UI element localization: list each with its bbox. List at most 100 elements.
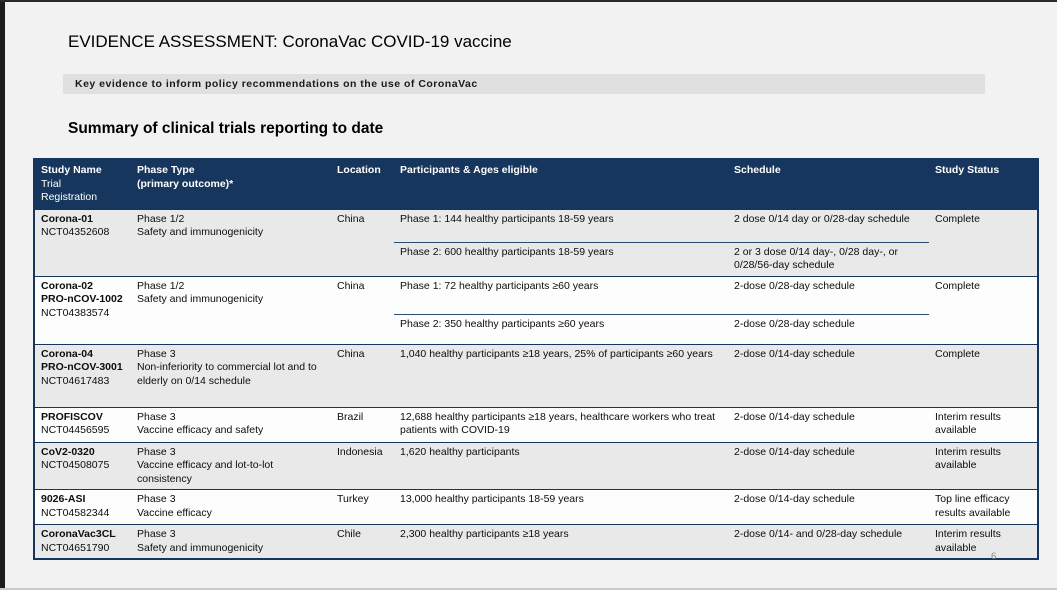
table-row: Corona-02 PRO-nCOV-1002 NCT04383574 Phase … xyxy=(34,275,1038,345)
cell-schedule: 2-dose 0/28-day schedule xyxy=(728,313,929,345)
trial-registration: NCT04617483 xyxy=(41,374,110,387)
cell-participants: 12,688 healthy participants ≥18 years, h… xyxy=(394,406,728,443)
slide-title: EVIDENCE ASSESSMENT: CoronaVac COVID-19 … xyxy=(68,32,512,51)
cell-location: China xyxy=(331,343,394,408)
cell-participants: Phase 1: 144 healthy participants 18-59 … xyxy=(394,208,728,243)
section-heading: Summary of clinical trials reporting to … xyxy=(68,120,384,137)
phase: Phase 1/2 xyxy=(137,279,185,292)
cell-location: Indonesia xyxy=(331,441,394,490)
trial-registration: NCT04352608 xyxy=(41,226,110,239)
table-row: Corona-01 NCT04352608 Phase 1/2 Safety and … xyxy=(34,208,1038,277)
subtitle-bar: Key evidence to inform policy recommenda… xyxy=(63,74,985,94)
cell-location: China xyxy=(331,275,394,345)
cell-participants: Phase 2: 600 healthy participants 18-59 … xyxy=(394,241,728,277)
table-row: 9026-ASI NCT04582344 Phase 3 Vaccine effica… xyxy=(34,489,1038,525)
cell-participants: 13,000 healthy participants 18-59 years xyxy=(394,489,728,525)
cell-phase-type: Phase 3 Safety and immunogenicity xyxy=(131,524,331,559)
cell-location: China xyxy=(331,208,394,277)
cell-schedule: 2-dose 0/14- and 0/28-day schedule xyxy=(728,524,929,559)
subtitle-text: Key evidence to inform policy recommenda… xyxy=(75,78,478,90)
header-study-status: Study Status xyxy=(929,159,1038,210)
cell-schedule: 2-dose 0/14-day schedule xyxy=(728,343,929,408)
phase: Phase 3 xyxy=(137,410,176,423)
cell-phase-type: Phase 3 Non-inferiority to commercial lot… xyxy=(131,343,331,408)
page-number: 6 xyxy=(991,551,997,562)
cell-participants: 1,620 healthy participants xyxy=(394,441,728,490)
cell-participants: 1,040 healthy participants ≥18 years, 25… xyxy=(394,343,728,408)
phase: Phase 3 xyxy=(137,528,176,541)
cell-study-name: CoV2-0320 NCT04508075 xyxy=(34,441,131,490)
cell-schedule: 2-dose 0/14-day schedule xyxy=(728,489,929,525)
primary-outcome: Safety and immunogenicity xyxy=(137,226,264,239)
study-name: PROFISCOV xyxy=(41,410,103,423)
trial-registration: NCT04582344 xyxy=(41,506,110,519)
trial-registration: NCT04383574 xyxy=(41,306,110,319)
table-sub-row: Phase 2: 600 healthy participants 18-59 … xyxy=(34,241,1038,277)
cell-study-name: 9026-ASI NCT04582344 xyxy=(34,489,131,525)
header-participants: Participants & Ages eligible xyxy=(394,159,728,210)
table-sub-row: Phase 2: 350 healthy participants ≥60 ye… xyxy=(34,313,1038,345)
primary-outcome: Vaccine efficacy and lot-to-lot consiste… xyxy=(137,459,274,485)
header-study-name: Study Name Trial Registration xyxy=(34,159,131,210)
phase: Phase 3 xyxy=(137,445,176,458)
cell-study-status: Complete xyxy=(929,208,1038,277)
cell-study-status: Complete xyxy=(929,275,1038,345)
cell-schedule: 2-dose 0/28-day schedule xyxy=(728,275,929,315)
cell-study-status: Interim results available xyxy=(929,406,1038,443)
cell-study-name: Corona-04 PRO-nCOV-3001 NCT04617483 xyxy=(34,343,131,408)
study-name: Corona-04 PRO-nCOV-3001 xyxy=(41,347,123,374)
study-name: CoV2-0320 xyxy=(41,445,95,458)
cell-phase-type: Phase 1/2 Safety and immunogenicity xyxy=(131,208,331,277)
header-location: Location xyxy=(331,159,394,210)
cell-schedule: 2-dose 0/14-day schedule xyxy=(728,406,929,443)
phase: Phase 1/2 xyxy=(137,212,185,225)
study-name: CoronaVac3CL xyxy=(41,528,116,541)
primary-outcome: Vaccine efficacy xyxy=(137,506,212,519)
study-name: Corona-02 PRO-nCOV-1002 xyxy=(41,279,123,306)
clinical-trials-table: Study Name Trial Registration Phase Type… xyxy=(33,158,1039,560)
table-row: CoronaVac3CL NCT04651790 Phase 3 Safety and… xyxy=(34,524,1038,559)
window-left-border xyxy=(0,0,5,588)
cell-phase-type: Phase 3 Vaccine efficacy and lot-to-lot c… xyxy=(131,441,331,490)
cell-participants: 2,300 healthy participants ≥18 years xyxy=(394,524,728,559)
primary-outcome: Safety and immunogenicity xyxy=(137,293,264,306)
cell-study-status: Interim results available xyxy=(929,441,1038,490)
cell-participants: Phase 1: 72 healthy participants ≥60 yea… xyxy=(394,275,728,315)
table-row: PROFISCOV NCT04456595 Phase 3 Vaccine effic… xyxy=(34,406,1038,443)
cell-study-name: CoronaVac3CL NCT04651790 xyxy=(34,524,131,559)
study-name: Corona-01 xyxy=(41,212,93,225)
cell-location: Turkey xyxy=(331,489,394,525)
header-schedule: Schedule xyxy=(728,159,929,210)
cell-study-name: Corona-02 PRO-nCOV-1002 NCT04383574 xyxy=(34,275,131,345)
cell-schedule: 2 dose 0/14 day or 0/28-day schedule xyxy=(728,208,929,243)
cell-study-status: Interim results available xyxy=(929,524,1038,559)
header-phase-type: Phase Type (primary outcome)* xyxy=(131,159,331,210)
primary-outcome: Safety and immunogenicity xyxy=(137,541,264,554)
table-header-row: Study Name Trial Registration Phase Type… xyxy=(34,159,1038,210)
cell-phase-type: Phase 3 Vaccine efficacy xyxy=(131,489,331,525)
phase: Phase 3 xyxy=(137,347,176,360)
trial-registration: NCT04456595 xyxy=(41,424,110,437)
primary-outcome: Non-inferiority to commercial lot and to… xyxy=(137,361,317,387)
cell-study-status: Top line efficacy results available xyxy=(929,489,1038,525)
table-row: Corona-04 PRO-nCOV-3001 NCT04617483 Phase … xyxy=(34,343,1038,408)
cell-phase-type: Phase 1/2 Safety and immunogenicity xyxy=(131,275,331,345)
cell-schedule: 2 or 3 dose 0/14 day-, 0/28 day-, or 0/2… xyxy=(728,241,929,277)
study-name: 9026-ASI xyxy=(41,493,86,506)
primary-outcome: Vaccine efficacy and safety xyxy=(137,424,264,437)
window-top-border xyxy=(0,0,1057,2)
cell-phase-type: Phase 3 Vaccine efficacy and safety xyxy=(131,406,331,443)
table-body: Corona-01 NCT04352608 Phase 1/2 Safety and … xyxy=(34,208,1038,559)
phase: Phase 3 xyxy=(137,493,176,506)
cell-location: Chile xyxy=(331,524,394,559)
trial-registration: NCT04651790 xyxy=(41,541,110,554)
cell-participants: Phase 2: 350 healthy participants ≥60 ye… xyxy=(394,313,728,345)
cell-study-name: Corona-01 NCT04352608 xyxy=(34,208,131,277)
cell-schedule: 2-dose 0/14-day schedule xyxy=(728,441,929,490)
trial-registration: NCT04508075 xyxy=(41,459,110,472)
cell-study-name: PROFISCOV NCT04456595 xyxy=(34,406,131,443)
table-row: CoV2-0320 NCT04508075 Phase 3 Vaccine effic… xyxy=(34,441,1038,490)
cell-location: Brazil xyxy=(331,406,394,443)
cell-study-status: Complete xyxy=(929,343,1038,408)
